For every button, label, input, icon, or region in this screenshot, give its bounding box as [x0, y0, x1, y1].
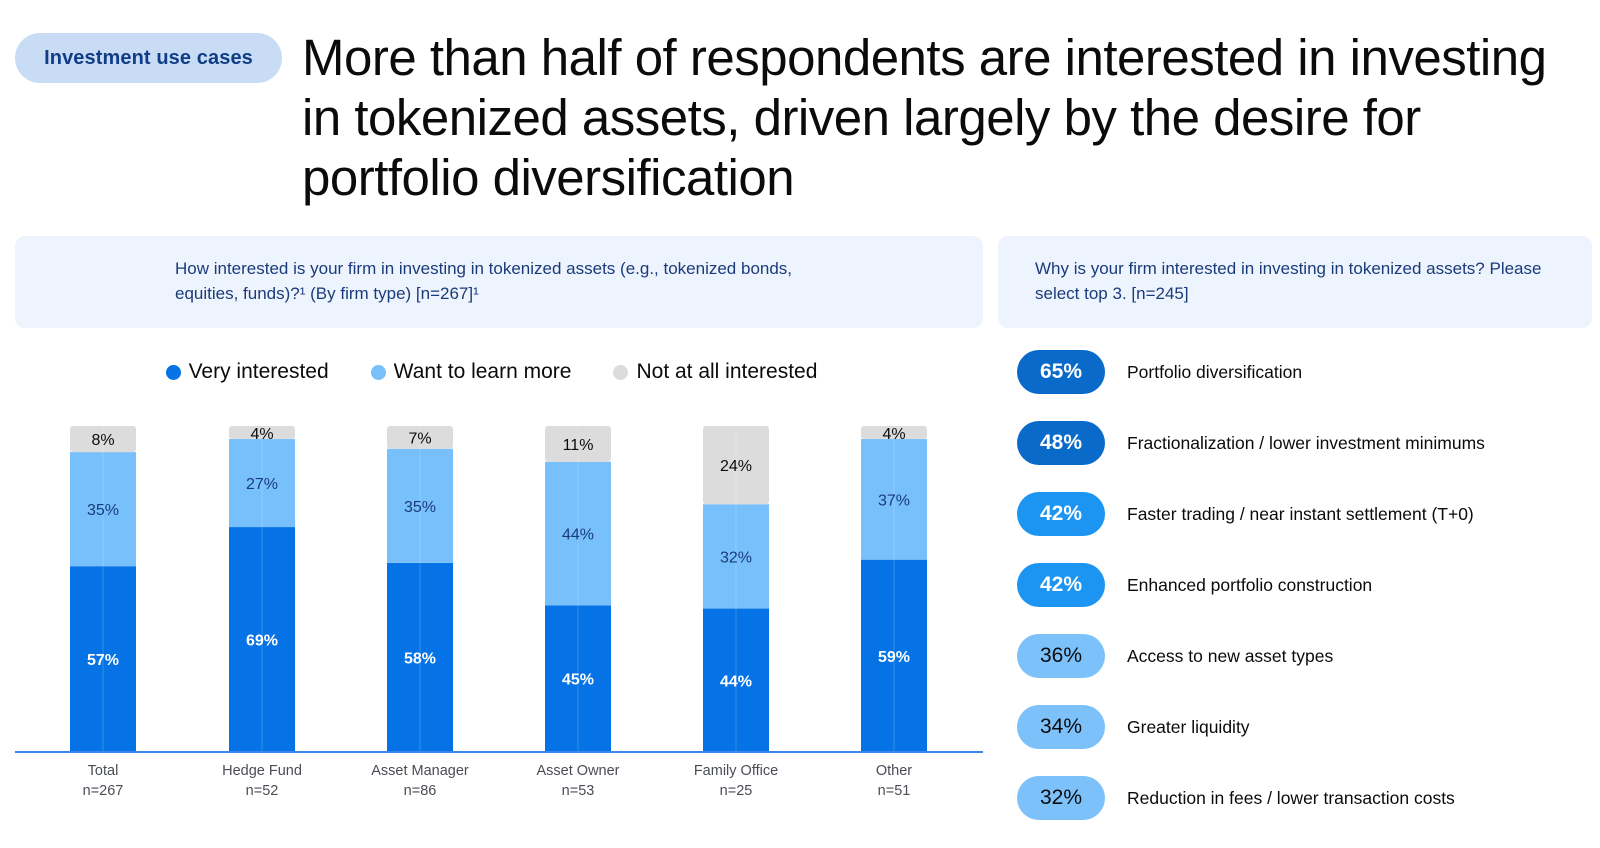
reason-item: 32% Reduction in fees / lower transaction… [1017, 776, 1455, 820]
reason-label: Greater liquidity [1127, 716, 1250, 737]
bar-segment-want-to-learn [703, 504, 769, 609]
bar-segment-very-interested [545, 605, 611, 752]
category-label: Total [88, 763, 119, 779]
reason-label: Fractionalization / lower investment min… [1127, 432, 1485, 453]
data-label-not-interested: 7% [408, 430, 431, 447]
bar-segment-not-interested [545, 426, 611, 462]
category-sample-size: n=51 [878, 783, 911, 799]
legend-item-very-interested: Very interested [165, 360, 329, 384]
category-label: Asset Owner [537, 763, 620, 779]
legend-item-want-to-learn: Want to learn more [370, 360, 572, 384]
bar-group-family-office: 44% 32% 24% Family Office n=25 [694, 426, 778, 799]
reason-item: 42% Enhanced portfolio construction [1017, 563, 1372, 607]
reason-label: Access to new asset types [1127, 645, 1334, 666]
data-label-very-interested: 59% [878, 649, 910, 666]
data-label-want-to-learn: 27% [246, 476, 278, 493]
legend-dot-not-interested [613, 364, 629, 380]
data-label-very-interested: 44% [720, 673, 752, 690]
reason-label: Enhanced portfolio construction [1127, 574, 1373, 595]
data-label-want-to-learn: 35% [87, 502, 119, 519]
data-label-very-interested: 58% [404, 650, 436, 667]
bar-segment-very-interested [861, 559, 927, 752]
data-label-not-interested: 4% [882, 426, 905, 443]
right-question-text: Why is your firm interested in investing… [1035, 259, 1542, 303]
data-label-not-interested: 11% [563, 437, 594, 454]
category-sample-size: n=267 [83, 783, 124, 799]
category-label: Other [876, 763, 912, 779]
category-label: Family Office [694, 763, 778, 779]
bar-group-asset-owner: 45% 44% 11% Asset Owner n=53 [537, 426, 620, 799]
reason-percentage-badge: 48% [1017, 421, 1105, 465]
data-label-want-to-learn: 32% [720, 549, 752, 566]
legend-label-very-interested: Very interested [188, 360, 329, 383]
bar-segment-very-interested [229, 527, 295, 752]
bar-group-total: 57% 35% 8% Total n=267 [70, 426, 136, 799]
bar-group-asset-manager: 58% 35% 7% Asset Manager n=86 [371, 426, 469, 799]
reason-item: 34% Greater liquidity [1017, 705, 1250, 749]
bar-segment-not-interested [703, 426, 769, 505]
reason-percentage-badge: 36% [1017, 634, 1105, 678]
legend-label-want-to-learn: Want to learn more [393, 360, 572, 383]
bar-segment-want-to-learn [70, 452, 136, 567]
reason-item: 42% Faster trading / near instant settlem… [1017, 492, 1474, 536]
bar-group-other: 59% 37% 4% Other n=51 [861, 426, 927, 799]
reason-item: 36% Access to new asset types [1017, 634, 1333, 678]
category-sample-size: n=86 [404, 783, 437, 799]
bar-segment-want-to-learn [229, 439, 295, 528]
data-label-not-interested: 4% [250, 426, 273, 443]
data-label-not-interested: 24% [720, 458, 752, 475]
bar-segment-not-interested [861, 426, 927, 440]
bar-group-hedge-fund: 69% 27% 4% Hedge Fund n=52 [222, 426, 302, 799]
stacked-bar-chart: 57% 35% 8% Total n=267 69% 27% 4% Hedge Fund n=52… [15, 426, 983, 799]
reason-percentage-badge: 65% [1017, 350, 1105, 394]
data-label-very-interested: 45% [562, 672, 594, 689]
category-label: Asset Manager [371, 763, 469, 779]
reason-percentage-badge: 32% [1017, 776, 1105, 820]
bar-segment-want-to-learn [387, 448, 453, 563]
bar-segment-very-interested [70, 566, 136, 752]
category-label: Hedge Fund [222, 763, 302, 779]
legend-item-not-interested: Not at all interested [613, 360, 817, 384]
left-question-box: How interested is your firm in investing… [15, 236, 983, 328]
reason-percentage-badge: 42% [1017, 492, 1105, 536]
data-label-want-to-learn: 37% [878, 492, 910, 509]
bar-segment-want-to-learn [861, 439, 927, 560]
data-label-very-interested: 69% [246, 633, 278, 650]
category-sample-size: n=25 [720, 783, 753, 799]
bar-segment-very-interested [387, 562, 453, 752]
section-tag: Investment use cases [15, 33, 282, 83]
bar-segment-not-interested [387, 426, 453, 449]
reason-percentage-badge: 34% [1017, 705, 1105, 749]
legend-dot-want-to-learn [370, 364, 386, 380]
right-question-box: Why is your firm interested in investing… [998, 236, 1592, 328]
chart-legend: Very interested Want to learn more Not a… [0, 360, 983, 384]
data-label-want-to-learn: 44% [562, 527, 594, 544]
reason-label: Faster trading / near instant settlement… [1127, 503, 1474, 524]
category-sample-size: n=53 [562, 783, 595, 799]
bar-segment-very-interested [703, 608, 769, 752]
reason-label: Portfolio diversification [1127, 361, 1303, 382]
bar-segment-want-to-learn [545, 461, 611, 606]
data-label-want-to-learn: 35% [404, 499, 436, 516]
legend-dot-very-interested [165, 364, 181, 380]
legend-label-not-interested: Not at all interested [636, 360, 818, 383]
left-question-text: How interested is your firm in investing… [175, 259, 793, 303]
reason-item: 48% Fractionalization / lower investment … [1017, 421, 1485, 465]
bar-segment-not-interested [70, 426, 136, 453]
reason-item: 65% Portfolio diversification [1017, 350, 1302, 394]
bar-segment-not-interested [229, 426, 295, 440]
data-label-very-interested: 57% [87, 652, 119, 669]
page-headline: More than half of respondents are intere… [302, 29, 1547, 206]
data-label-not-interested: 8% [91, 432, 114, 449]
reason-percentage-badge: 42% [1017, 563, 1105, 607]
category-sample-size: n=52 [246, 783, 279, 799]
reason-label: Reduction in fees / lower transaction co… [1127, 787, 1455, 808]
